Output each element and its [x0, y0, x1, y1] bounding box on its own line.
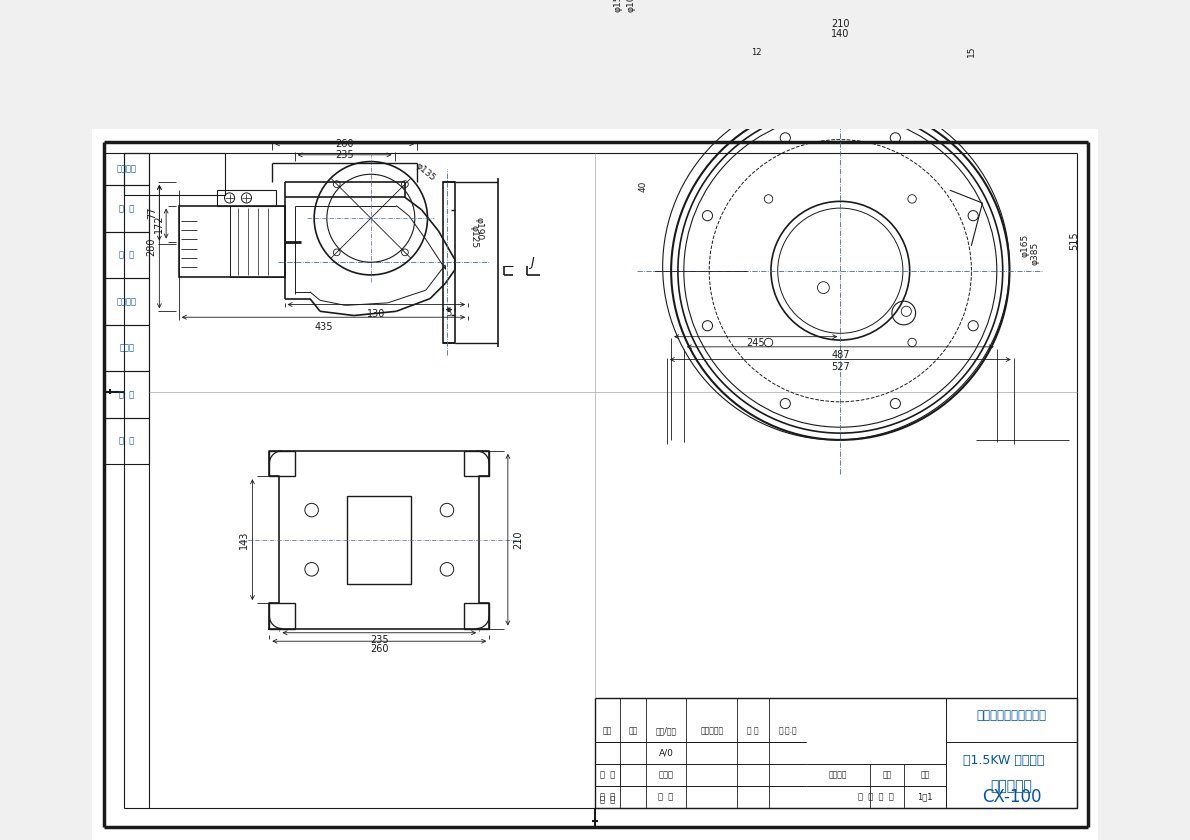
Text: 235: 235 [336, 150, 353, 160]
Text: 487: 487 [831, 350, 850, 360]
Text: 210: 210 [513, 530, 524, 549]
Text: φ135: φ135 [413, 160, 437, 182]
Text: 批  准: 批 准 [658, 792, 674, 801]
Text: φ385: φ385 [1031, 242, 1040, 265]
Text: 质量: 质量 [882, 770, 891, 780]
Text: 比例: 比例 [920, 770, 929, 780]
Bar [230, 206, 284, 277]
Text: 172: 172 [155, 214, 164, 233]
Bar [105, 371, 149, 417]
Text: J: J [530, 255, 533, 269]
Text: 280: 280 [146, 238, 157, 256]
Text: 更改文件号: 更改文件号 [700, 727, 724, 735]
Text: φ190: φ190 [474, 217, 483, 240]
Text: 527: 527 [831, 362, 850, 372]
Text: 515: 515 [1070, 232, 1079, 250]
Bar [105, 278, 149, 325]
Bar [464, 603, 489, 628]
Text: 全风环保科技有限公司: 全风环保科技有限公司 [977, 709, 1047, 722]
Bar [105, 186, 149, 232]
Text: 处数: 处数 [628, 727, 638, 735]
Bar [269, 603, 295, 628]
Text: 245: 245 [746, 339, 765, 349]
Text: 签  字: 签 字 [119, 390, 134, 399]
Text: 设  计: 设 计 [600, 770, 615, 780]
Text: 260: 260 [370, 643, 389, 654]
Text: 1：1: 1：1 [917, 792, 933, 801]
Bar [178, 206, 284, 277]
Text: 260: 260 [336, 139, 353, 149]
Bar [347, 496, 412, 584]
Bar [124, 153, 225, 196]
Bar [464, 451, 489, 476]
Text: 描  校: 描 校 [119, 250, 134, 260]
Text: 外型尺寸图: 外型尺寸图 [990, 779, 1033, 793]
Bar [105, 232, 149, 278]
Text: 140: 140 [831, 29, 850, 39]
Text: 日  期: 日 期 [119, 437, 134, 446]
Text: 旧底图号: 旧底图号 [117, 297, 137, 306]
Bar [269, 451, 295, 476]
Text: 描  图: 描 图 [119, 204, 134, 213]
Text: 版本/次数: 版本/次数 [656, 727, 677, 735]
Text: 审  核: 审 核 [600, 792, 615, 801]
Text: 标记: 标记 [603, 727, 613, 735]
Text: 210: 210 [831, 18, 850, 29]
Text: A/0: A/0 [658, 748, 674, 758]
Text: 工  艺: 工 艺 [600, 795, 615, 804]
Text: 标准化: 标准化 [658, 770, 674, 780]
Text: 年.月.日: 年.月.日 [778, 727, 797, 735]
Text: 77: 77 [146, 207, 157, 219]
Text: 12: 12 [751, 48, 762, 57]
Bar [105, 325, 149, 371]
Text: 130: 130 [368, 309, 386, 319]
Bar [105, 417, 149, 465]
Text: 阶段标记: 阶段标记 [829, 770, 847, 780]
Bar [443, 182, 456, 343]
Bar [217, 191, 276, 206]
Text: CX-100: CX-100 [982, 788, 1041, 806]
Text: φ150: φ150 [613, 0, 622, 12]
Text: 15: 15 [967, 45, 976, 56]
Text: φ125: φ125 [470, 225, 478, 249]
Text: 235: 235 [370, 635, 389, 645]
Text: 底图号: 底图号 [119, 344, 134, 353]
Text: 435: 435 [314, 322, 333, 332]
Text: 143: 143 [239, 531, 249, 549]
Bar [595, 698, 1077, 808]
Text: 40: 40 [639, 181, 647, 192]
Text: 5: 5 [446, 309, 452, 318]
Text: 签 名: 签 名 [747, 727, 759, 735]
Text: 借用登记: 借用登记 [117, 165, 137, 174]
Bar [105, 153, 149, 186]
Text: 用1.5KW 新款电机: 用1.5KW 新款电机 [963, 754, 1045, 767]
Text: φ100: φ100 [626, 0, 635, 12]
Text: 共  张  第  张: 共 张 第 张 [858, 792, 894, 801]
Text: φ165: φ165 [1021, 234, 1029, 257]
